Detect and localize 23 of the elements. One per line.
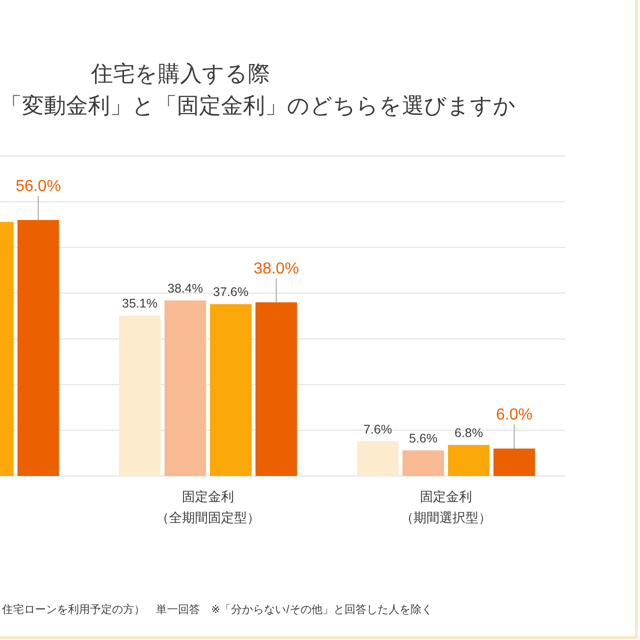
x-tick-label: 固定金利（全期間固定型） — [156, 489, 260, 525]
bar — [18, 220, 59, 476]
data-label: 38.0% — [254, 260, 299, 278]
data-label: 35.1% — [122, 296, 158, 311]
bar — [357, 441, 398, 476]
bar — [256, 302, 297, 476]
annotations: 住宅ローンを利用予定の方） 単一回答 ※「分からない/その他」と回答した人を除く — [2, 604, 432, 616]
subtitle: 「変動金利」と「固定金利」のどちらを選びますか — [0, 93, 516, 118]
data-label: 6.8% — [454, 426, 483, 440]
bar — [119, 316, 160, 476]
bar — [164, 300, 206, 476]
x-tick-label: 固定金利（期間選択型） — [400, 489, 492, 525]
data-label: 7.6% — [364, 422, 392, 436]
bar — [402, 450, 444, 476]
data-label: 5.6% — [409, 431, 438, 446]
data-label: 6.0% — [496, 406, 532, 424]
bar — [448, 444, 490, 476]
data-label: 38.4% — [168, 281, 203, 296]
title: 住宅を購入する際 — [91, 61, 270, 86]
data-label: 37.6% — [213, 285, 248, 300]
bar — [210, 304, 252, 476]
data-label: 56.0% — [16, 178, 61, 195]
bar — [494, 448, 535, 476]
